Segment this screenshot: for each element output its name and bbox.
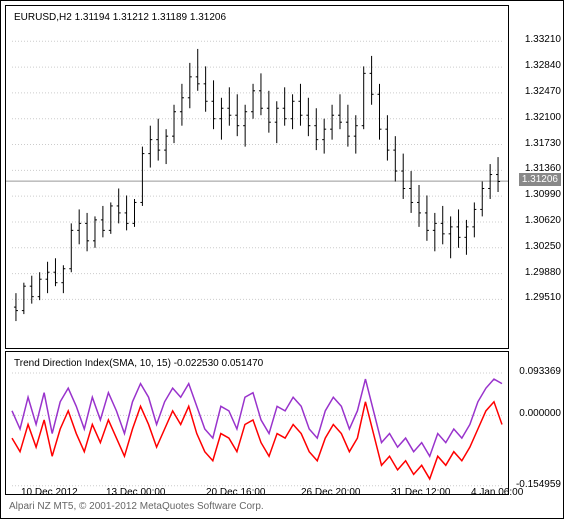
main-ytick: 1.30990 (525, 189, 561, 200)
main-ytick: 1.32470 (525, 86, 561, 97)
main-ytick: 1.30620 (525, 215, 561, 226)
x-tick: 4 Jan 06:00 (471, 487, 523, 498)
main-ytick: 1.32100 (525, 112, 561, 123)
main-ytick: 1.31730 (525, 138, 561, 149)
sub-ytick: 0.093369 (519, 366, 561, 377)
main-ytick: 1.29510 (525, 292, 561, 303)
copyright-footer: Alpari NZ MT5, © 2001-2012 MetaQuotes So… (9, 501, 264, 512)
x-tick: 20 Dec 16:00 (206, 487, 266, 498)
main-ytick: 1.32840 (525, 60, 561, 71)
main-ytick: 1.30250 (525, 241, 561, 252)
indicator-chart-svg (6, 352, 508, 494)
main-ytick: 1.29880 (525, 267, 561, 278)
indicator-header: Trend Direction Index(SMA, 10, 15) -0.02… (14, 358, 263, 369)
current-price-tag: 1.31206 (519, 173, 561, 186)
indicator-chart[interactable]: Trend Direction Index(SMA, 10, 15) -0.02… (5, 351, 509, 495)
x-tick: 13 Dec 00:00 (106, 487, 166, 498)
symbol-header: EURUSD,H2 1.31194 1.31212 1.31189 1.3120… (14, 12, 226, 23)
x-tick: 10 Dec 2012 (21, 487, 78, 498)
main-price-chart[interactable]: EURUSD,H2 1.31194 1.31212 1.31189 1.3120… (5, 5, 509, 349)
main-ytick: 1.33210 (525, 34, 561, 45)
x-tick: 31 Dec 12:00 (391, 487, 451, 498)
x-tick: 26 Dec 20:00 (301, 487, 361, 498)
sub-ytick: 0.000000 (519, 408, 561, 419)
main-chart-svg (6, 6, 508, 348)
chart-container: EURUSD,H2 1.31194 1.31212 1.31189 1.3120… (0, 0, 564, 519)
